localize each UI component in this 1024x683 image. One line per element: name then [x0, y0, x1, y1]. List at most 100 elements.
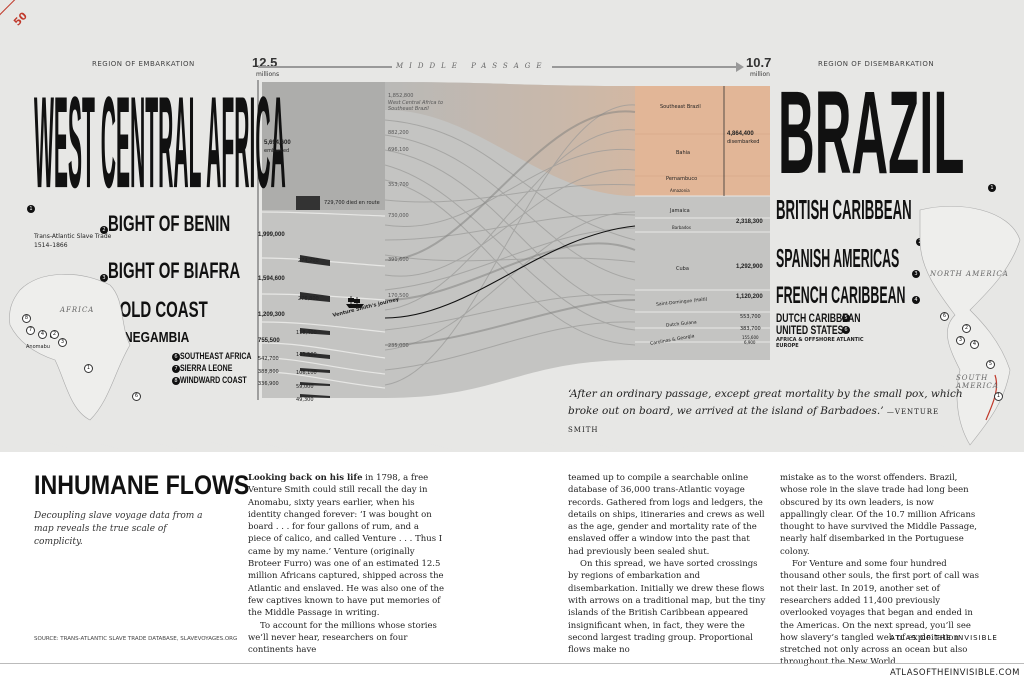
brazil-disembarked-label: disembarked [727, 139, 760, 145]
badge-2-bight-of-benin: 2 [100, 226, 108, 234]
site-url[interactable]: ATLASOFTHEINVISIBLE.COM [889, 668, 1020, 678]
flow-mid-value-2: 696,100 [388, 147, 409, 153]
badge-6-southeast-africa: 6 [172, 353, 180, 361]
embark-value-windward-coast: 336,900 [258, 381, 279, 387]
died-value-2: 276,800 [298, 296, 319, 302]
embark-value-bight-of-benin: 1,999,000 [258, 232, 285, 238]
embark-value-southeast-africa: 542,700 [258, 356, 279, 362]
badge-1-west-central-africa: 1 [27, 205, 35, 213]
book-title-footer: ATLAS OF THE INVISIBLE [890, 634, 998, 642]
died-value-5: 106,100 [296, 370, 317, 376]
source-footer: SOURCE: TRANS-ATLANTIC SLAVE TRADE DATAB… [34, 636, 238, 642]
died-en-route-block [296, 196, 320, 210]
disembark-french-caribbean: FRENCH CARIBBEAN [776, 282, 906, 310]
sub-bahia: Bahia [676, 150, 691, 156]
flow-mid-value-1: 882,200 [388, 130, 409, 136]
map-label-south-america: SOUTH AMERICA [956, 374, 999, 390]
disembark-africa-atlantic: AFRICA & OFFSHORE ATLANTIC [776, 337, 864, 343]
died-value-4: 143,500 [296, 352, 317, 358]
map-marker-3: 3 [58, 338, 67, 347]
wca-embarked-value: 5,694,600 [264, 140, 291, 146]
map-label-africa: AFRICA [60, 306, 95, 314]
sub-amazonia: Amazonia [670, 188, 690, 193]
disembark-value-europe: 6,900 [744, 340, 756, 345]
disembark-spanish-americas: SPANISH AMERICAS [776, 244, 900, 274]
map-label-north-america: NORTH AMERICA [930, 270, 1009, 278]
sub-pernambuco: Pernambuco [666, 176, 698, 182]
flow-mid-value-5: 391,600 [388, 257, 409, 263]
map-label-anomabu: Anomabu [26, 344, 50, 350]
quote-text: ‘After an ordinary passage, except great… [568, 388, 963, 417]
died-en-route-label: 729,700 died en route [324, 200, 380, 206]
flow-mid-value-3: 353,700 [388, 182, 409, 188]
died-value-3: 118,400 [296, 330, 317, 336]
col1-paragraph-2: To account for the millions whose storie… [248, 620, 437, 656]
embark-value-senegambia: 755,500 [258, 338, 280, 344]
disembark-value-spanish-americas: 1,292,900 [736, 264, 763, 270]
embarkation-header: REGION OF EMBARKATION [92, 60, 195, 68]
disembarkation-header: REGION OF DISEMBARKATION [818, 60, 935, 68]
badge-3-spanish-americas: 3 [912, 270, 920, 278]
article-title: INHUMANE FLOWS [34, 470, 250, 500]
col2-paragraph-1: teamed up to compile a searchable online… [568, 473, 765, 557]
col2-paragraph-2: On this spread, we have sorted crossings… [568, 559, 766, 656]
embark-gold-coast: GOLD COAST [108, 297, 208, 322]
article-column-3: mistake as to the worst offenders. Brazi… [780, 472, 980, 669]
disembark-value-british-caribbean: 2,318,300 [736, 219, 763, 225]
flow-annotation-value: 1,852,800 [388, 93, 414, 99]
venture-journey-line [384, 225, 636, 319]
brazil-destination-block [635, 86, 770, 196]
venture-smith-quote: ‘After an ordinary passage, except great… [568, 386, 968, 439]
africa-map [9, 274, 131, 421]
trade-label: Trans-Atlantic Slave Trade [34, 233, 112, 240]
disembark-british-caribbean: BRITISH CARIBBEAN [776, 193, 912, 226]
embark-west-central-africa: WEST CENTRAL AFRICA [34, 71, 286, 217]
embark-southeast-africa: SOUTHEAST AFRICA [180, 351, 252, 361]
middle-passage-label: MIDDLE PASSAGE [392, 62, 552, 70]
map-marker-am-1: 1 [994, 392, 1003, 401]
map-marker-am-2: 2 [962, 324, 971, 333]
flow-mid-value-4: 730,000 [388, 213, 409, 219]
disembark-united-states: UNITED STATES [776, 323, 844, 337]
embark-sierra-leone: SIERRA LEONE [180, 363, 233, 373]
flow-annotation-text: West Central Africa to Southeast Brazil [388, 100, 444, 112]
sub-jamaica: Jamaica [670, 208, 690, 214]
disembark-europe: EUROPE [776, 343, 799, 349]
flow-strands [384, 104, 636, 386]
sub-cuba: Cuba [676, 266, 689, 272]
sub-southeast-brazil: Southeast Brazil [660, 104, 701, 110]
map-marker-am-3: 3 [956, 336, 965, 345]
total-embarked-unit: millions [256, 71, 280, 78]
embark-bight-of-biafra: BIGHT OF BIAFRA [108, 258, 241, 283]
map-marker-1: 1 [84, 364, 93, 373]
embark-windward-coast: WINDWARD COAST [180, 375, 247, 385]
embark-value-gold-coast: 1,209,300 [258, 312, 285, 318]
died-value-7: 49,300 [296, 397, 314, 403]
total-disembarked-value: 10.7 [746, 55, 772, 70]
disembark-value-united-states: 383,700 [740, 326, 761, 332]
col3-paragraph-1: mistake as to the worst offenders. Brazi… [780, 473, 977, 557]
article-column-1: Looking back on his life in 1798, a free… [248, 472, 444, 656]
embark-bight-of-benin: BIGHT OF BENIN [108, 211, 231, 236]
bottom-rule [0, 663, 1024, 664]
flow-graphic [257, 80, 770, 400]
sub-barbados: Barbados [672, 225, 691, 230]
badge-8-windward-coast: 8 [172, 377, 180, 385]
disembark-value-dutch-caribbean: 553,700 [740, 314, 761, 320]
article-lead: Looking back on his life [248, 473, 363, 483]
embark-value-sierra-leone: 388,800 [258, 369, 279, 375]
flow-mid-value-6: 170,500 [388, 293, 409, 299]
wca-embarked-label: embarked [264, 148, 290, 154]
disembark-value-africa-atlantic: 155,600 [742, 335, 759, 340]
badge-5-dutch-caribbean: 5 [842, 314, 850, 322]
badge-3-bight-of-biafra: 3 [100, 274, 108, 282]
article-column-2: teamed up to compile a searchable online… [568, 472, 766, 656]
badge-7-sierra-leone: 7 [172, 365, 180, 373]
flow-strands-heavy [384, 110, 636, 346]
col1-paragraph-1: in 1798, a free Venture Smith could stil… [248, 473, 445, 619]
flow-mid-value-7: 235,000 [388, 343, 409, 349]
map-marker-7: 7 [26, 326, 35, 335]
disembark-value-french-caribbean: 1,120,200 [736, 294, 763, 300]
embark-value-bight-of-biafra: 1,594,600 [258, 276, 285, 282]
